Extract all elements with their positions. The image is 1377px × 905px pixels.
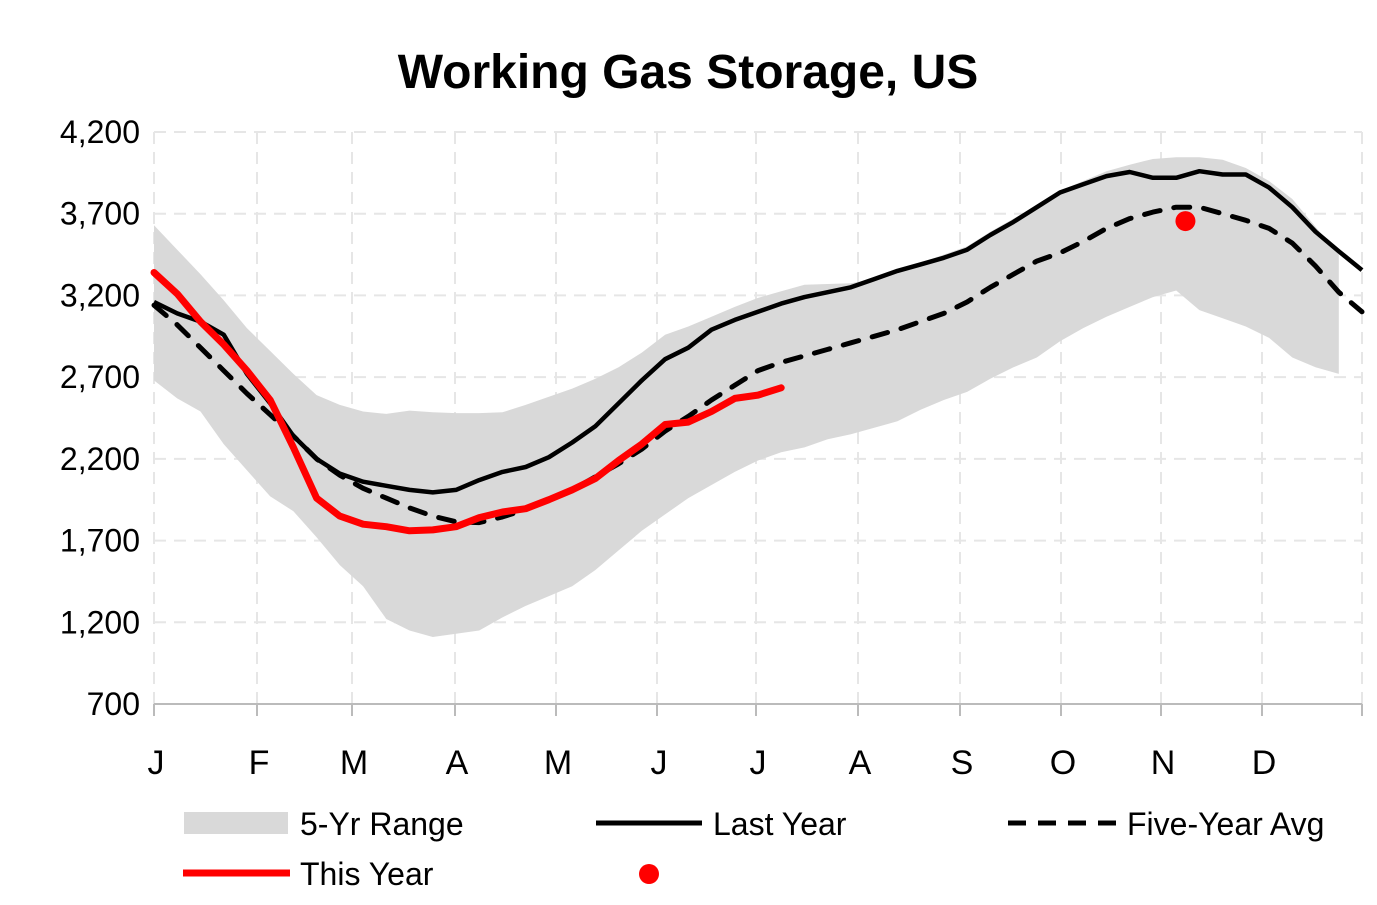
x-tick-label: J	[651, 744, 668, 782]
five-year-avg-line	[151, 204, 1365, 526]
series-lines	[150, 168, 1365, 535]
y-tick-label: 700	[87, 686, 140, 722]
y-tick-label: 3,200	[60, 277, 140, 313]
this-year-line	[150, 269, 785, 535]
y-tick-label: 2,200	[60, 441, 140, 477]
x-tick-label: A	[849, 744, 872, 782]
legend-this-year-label: This Year	[300, 856, 434, 892]
x-tick-label: D	[1252, 744, 1277, 782]
chart-title: Working Gas Storage, US	[398, 46, 979, 99]
marker-point	[1175, 211, 1196, 232]
x-tick-label: A	[446, 744, 469, 782]
x-tick-label: J	[148, 744, 165, 782]
y-tick-label: 3,700	[60, 196, 140, 232]
legend-five-year-avg-label: Five-Year Avg	[1127, 806, 1324, 842]
x-tick-label: S	[951, 744, 974, 782]
y-axis: 700 1,200 1,700 2,200 2,700 3,200 3,700 4,200	[60, 114, 140, 722]
y-tick-label: 1,200	[60, 604, 140, 640]
legend-range-swatch	[184, 812, 288, 834]
legend: 5-Yr Range Last Year Five-Year Avg This …	[183, 806, 1324, 892]
last-year-line	[153, 168, 1364, 495]
x-tick-label: O	[1050, 744, 1076, 782]
legend-last-year-label: Last Year	[713, 806, 847, 842]
legend-marker-dot	[639, 864, 659, 884]
x-tick-label: J	[750, 744, 767, 782]
x-tick-label: M	[340, 744, 368, 782]
y-tick-label: 4,200	[60, 114, 140, 150]
x-tick-label: M	[544, 744, 572, 782]
x-tick-label: F	[249, 744, 270, 782]
y-tick-label: 2,700	[60, 359, 140, 395]
x-tick-label: N	[1151, 744, 1176, 782]
legend-range-label: 5-Yr Range	[300, 806, 464, 842]
y-tick-label: 1,700	[60, 523, 140, 559]
